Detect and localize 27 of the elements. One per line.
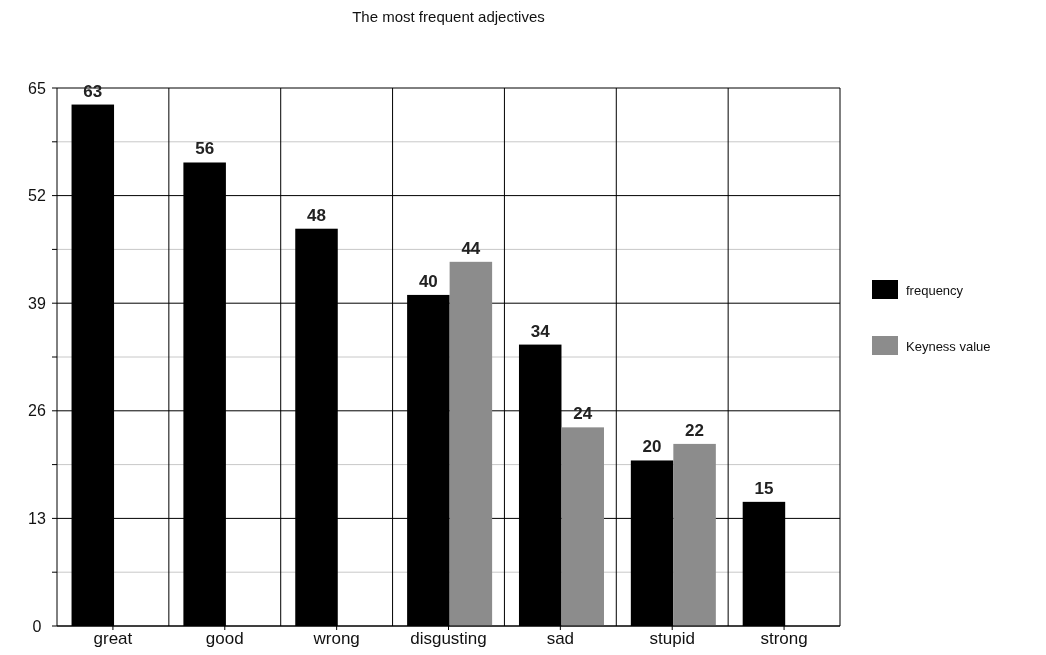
data-label: 44 bbox=[461, 238, 481, 258]
data-label: 34 bbox=[530, 321, 551, 341]
y-tick-label: 39 bbox=[28, 294, 46, 312]
bar bbox=[449, 261, 493, 626]
y-tick-label: 65 bbox=[28, 79, 46, 97]
y-tick-label: 0 bbox=[32, 617, 42, 635]
y-tick-label: 13 bbox=[28, 510, 46, 527]
data-label: 56 bbox=[195, 139, 215, 159]
data-label: 48 bbox=[307, 205, 326, 225]
x-tick-label: stupid bbox=[649, 629, 695, 648]
y-tick-label: 52 bbox=[28, 187, 46, 205]
x-tick-label: strong bbox=[760, 629, 808, 648]
legend-label: frequency bbox=[906, 282, 964, 298]
chart-title: The most frequent adjectives bbox=[352, 8, 545, 25]
data-label: 15 bbox=[754, 478, 774, 498]
data-label: 40 bbox=[418, 271, 438, 291]
data-label: 20 bbox=[642, 437, 662, 457]
x-tick-label: disgusting bbox=[410, 629, 487, 648]
bar bbox=[561, 427, 604, 626]
legend-label: Keyness value bbox=[906, 338, 991, 354]
x-tick-label: wrong bbox=[312, 629, 360, 648]
x-tick-label: sad bbox=[546, 629, 575, 648]
data-label: 22 bbox=[685, 420, 705, 440]
x-tick-label: good bbox=[205, 629, 244, 648]
bar bbox=[673, 443, 716, 626]
y-tick-label: 26 bbox=[28, 402, 46, 420]
x-tick-label: great bbox=[93, 629, 133, 648]
